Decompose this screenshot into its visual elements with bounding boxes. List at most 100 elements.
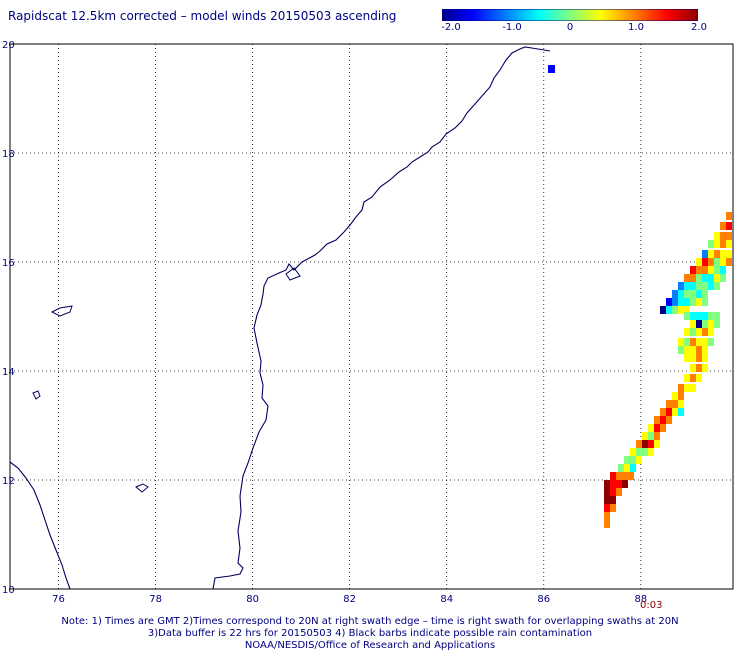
wind-cell xyxy=(714,282,720,290)
wind-cell xyxy=(622,480,628,488)
wind-cell xyxy=(672,408,678,416)
wind-cell xyxy=(696,354,702,362)
grid-lines: 76 78 80 82 84 86 88 10 12 14 16 18 20 xyxy=(2,40,733,605)
wind-cell xyxy=(666,298,672,306)
wind-cell xyxy=(702,274,708,282)
wind-cell xyxy=(702,312,708,320)
island xyxy=(135,483,149,493)
wind-cell xyxy=(618,464,624,472)
wind-cell xyxy=(702,338,708,346)
wind-cell xyxy=(624,464,630,472)
wind-cell xyxy=(672,306,678,314)
wind-cell xyxy=(696,320,702,328)
wind-cell xyxy=(616,480,622,488)
wind-cell xyxy=(720,240,726,248)
wind-cell xyxy=(684,282,690,290)
wind-cell xyxy=(690,338,696,346)
wind-cell xyxy=(702,282,708,290)
wind-cell xyxy=(648,424,654,432)
wind-cell xyxy=(714,240,720,248)
lat-label: 20 xyxy=(2,40,15,51)
colorbar-label: -2.0 xyxy=(441,22,461,33)
wind-cell xyxy=(708,338,714,346)
wind-cell xyxy=(604,488,610,496)
wind-cell xyxy=(708,266,714,274)
wind-cell xyxy=(696,312,702,320)
wind-cell xyxy=(660,416,666,424)
wind-cell xyxy=(630,456,636,464)
wind-cell xyxy=(660,306,666,314)
wind-cell xyxy=(678,346,684,354)
wind-cell xyxy=(684,346,690,354)
swath-time-label: 0:03 xyxy=(640,600,663,611)
wind-cell xyxy=(690,266,696,274)
wind-cell xyxy=(720,232,726,240)
wind-cell xyxy=(630,464,636,472)
wind-cell xyxy=(548,65,555,73)
colorbar-gradient xyxy=(442,9,698,21)
wind-cell xyxy=(726,212,732,220)
wind-cell xyxy=(648,448,654,456)
wind-cell xyxy=(696,298,702,306)
wind-cell xyxy=(610,504,616,512)
wind-cell xyxy=(654,440,660,448)
wind-cells xyxy=(548,65,732,528)
wind-cell xyxy=(678,400,684,408)
coastline-west-india xyxy=(9,461,71,590)
wind-cell xyxy=(690,282,696,290)
wind-cell xyxy=(654,416,660,424)
wind-cell xyxy=(690,312,696,320)
wind-cell xyxy=(604,480,610,488)
wind-cell xyxy=(714,232,720,240)
wind-cell xyxy=(678,408,684,416)
wind-cell xyxy=(660,408,666,416)
wind-cell xyxy=(696,338,702,346)
wind-cell xyxy=(690,298,696,306)
wind-cell xyxy=(630,448,636,456)
wind-cell xyxy=(714,274,720,282)
wind-cell xyxy=(610,488,616,496)
wind-cell xyxy=(702,258,708,266)
wind-cell xyxy=(690,320,696,328)
coastline xyxy=(9,46,551,590)
wind-cell xyxy=(708,258,714,266)
wind-cell xyxy=(696,364,702,372)
lon-label: 80 xyxy=(246,594,259,605)
wind-cell xyxy=(708,320,714,328)
wind-cell xyxy=(636,440,642,448)
wind-cell xyxy=(708,250,714,258)
island xyxy=(32,390,41,400)
wind-cell xyxy=(714,250,720,258)
wind-cell xyxy=(628,472,634,480)
lat-label: 18 xyxy=(2,149,15,160)
wind-cell xyxy=(696,274,702,282)
wind-cell xyxy=(696,258,702,266)
wind-cell xyxy=(678,338,684,346)
wind-cell xyxy=(690,374,696,382)
wind-cell xyxy=(684,306,690,314)
wind-cell xyxy=(672,290,678,298)
wind-cell xyxy=(702,364,708,372)
wind-cell xyxy=(702,354,708,362)
wind-cell xyxy=(714,258,720,266)
wind-cell xyxy=(690,354,696,362)
wind-cell xyxy=(684,298,690,306)
island xyxy=(285,267,301,281)
wind-cell xyxy=(666,306,672,314)
wind-cell xyxy=(648,440,654,448)
wind-cell xyxy=(726,222,732,230)
lat-label: 14 xyxy=(2,367,15,378)
wind-cell xyxy=(696,290,702,298)
wind-cell xyxy=(610,496,616,504)
wind-cell xyxy=(610,472,616,480)
lon-label: 84 xyxy=(440,594,453,605)
wind-cell xyxy=(684,274,690,282)
wind-cell xyxy=(690,290,696,298)
wind-cell xyxy=(726,240,732,248)
wind-cell xyxy=(690,274,696,282)
wind-cell xyxy=(696,266,702,274)
map-title: Rapidscat 12.5km corrected – model winds… xyxy=(8,9,397,23)
colorbar-label: 1.0 xyxy=(628,22,644,33)
map-frame xyxy=(9,43,734,590)
